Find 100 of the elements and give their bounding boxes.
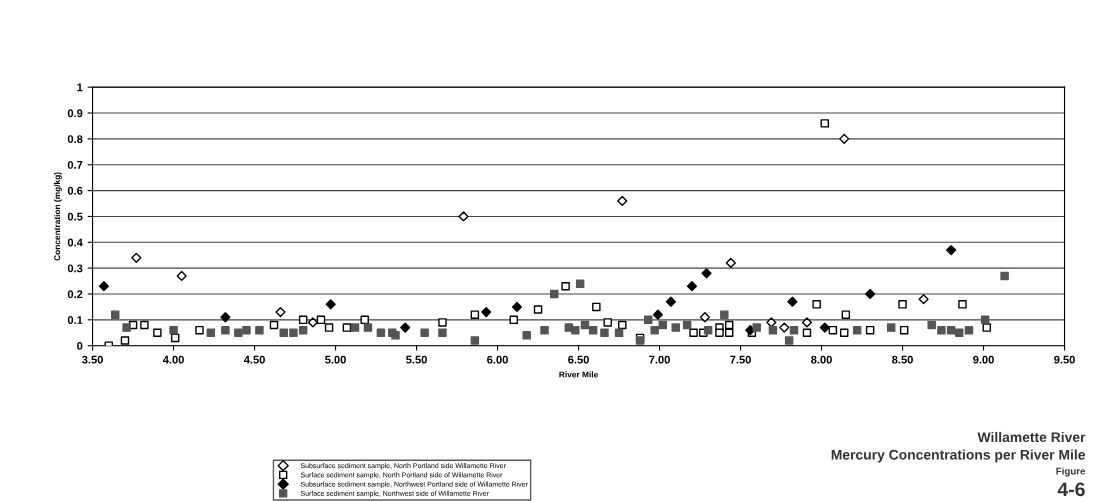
point xyxy=(658,320,668,330)
point xyxy=(1000,271,1009,281)
point xyxy=(588,325,598,335)
point xyxy=(269,320,279,330)
text: Willamette River xyxy=(977,431,1086,443)
point xyxy=(131,252,142,263)
point xyxy=(206,328,216,337)
point xyxy=(715,328,724,337)
x-tick-label: 9.00 xyxy=(973,355,994,364)
point xyxy=(176,270,187,281)
point xyxy=(724,320,734,330)
point xyxy=(650,325,659,335)
point xyxy=(618,320,627,330)
point xyxy=(120,336,130,345)
point xyxy=(964,325,974,335)
point xyxy=(865,325,875,335)
point xyxy=(699,312,710,323)
point xyxy=(865,288,876,300)
point xyxy=(481,306,492,318)
point xyxy=(470,310,480,319)
point xyxy=(509,315,518,325)
point xyxy=(665,296,676,307)
y-tick-label: 0.4 xyxy=(67,238,83,247)
point xyxy=(360,315,369,325)
point xyxy=(98,281,109,292)
point xyxy=(958,300,967,309)
point xyxy=(937,325,946,335)
point xyxy=(725,257,736,269)
point xyxy=(307,317,318,328)
point xyxy=(195,325,204,335)
point xyxy=(686,281,698,292)
y-tick-label: 0.1 xyxy=(67,316,83,324)
point xyxy=(289,328,298,337)
point xyxy=(643,315,653,325)
point xyxy=(122,323,131,332)
y-tick-label: 0.6 xyxy=(67,186,83,195)
x-tick-label: 6.00 xyxy=(487,355,508,364)
x-tick-label: 7.00 xyxy=(649,355,670,364)
point xyxy=(701,268,712,279)
y-tick-label: 0.9 xyxy=(67,109,83,118)
point xyxy=(852,325,862,335)
point xyxy=(802,328,812,337)
point xyxy=(720,310,729,319)
text: Mercury Concentrations per River Mile xyxy=(831,449,1086,463)
point xyxy=(140,320,149,330)
point xyxy=(841,310,851,319)
point xyxy=(420,328,429,337)
y-tick-label: 0.2 xyxy=(67,290,83,299)
point xyxy=(671,323,680,332)
y-tick-label: 0.8 xyxy=(67,135,83,144)
point xyxy=(279,328,288,337)
y-tick-label: 0 xyxy=(77,341,83,350)
point xyxy=(376,328,386,337)
x-tick-label: 3.50 xyxy=(82,355,103,364)
point xyxy=(946,244,957,256)
point xyxy=(839,133,850,144)
point xyxy=(819,322,830,333)
x-tick-label: 4.00 xyxy=(162,355,184,364)
x-tick-label: 5.50 xyxy=(406,355,427,364)
point xyxy=(927,320,936,330)
y-tick-label: 0.5 xyxy=(67,212,83,221)
point xyxy=(350,323,360,332)
y-tick-label: 0.3 xyxy=(67,264,83,273)
point xyxy=(980,315,990,325)
point xyxy=(789,325,799,335)
point xyxy=(784,336,794,345)
point xyxy=(918,294,929,305)
point xyxy=(946,325,956,335)
point xyxy=(812,300,821,309)
point xyxy=(689,328,698,337)
point xyxy=(550,289,559,299)
point xyxy=(828,325,838,335)
point xyxy=(787,296,798,307)
point xyxy=(438,328,447,337)
point xyxy=(221,325,230,335)
x-tick-label: 5.00 xyxy=(325,355,346,364)
point xyxy=(752,323,761,332)
point xyxy=(458,211,469,222)
x-tick-label: 8.00 xyxy=(811,355,832,364)
point xyxy=(682,320,692,330)
point xyxy=(533,305,543,314)
point xyxy=(170,333,180,343)
point xyxy=(363,323,373,332)
point xyxy=(316,315,326,325)
point xyxy=(325,299,336,310)
point xyxy=(153,328,162,337)
point xyxy=(220,312,231,323)
y-tick-label: 0.7 xyxy=(67,161,83,169)
point xyxy=(540,325,549,335)
point xyxy=(571,325,580,335)
point xyxy=(255,325,264,335)
x-axis-title: River Mile xyxy=(559,371,598,378)
point xyxy=(324,323,334,332)
point xyxy=(575,279,585,288)
point xyxy=(617,195,628,207)
x-tick-label: 9.50 xyxy=(1054,355,1075,364)
point xyxy=(400,322,411,333)
point xyxy=(522,331,531,340)
point xyxy=(580,320,590,330)
point xyxy=(820,119,830,128)
